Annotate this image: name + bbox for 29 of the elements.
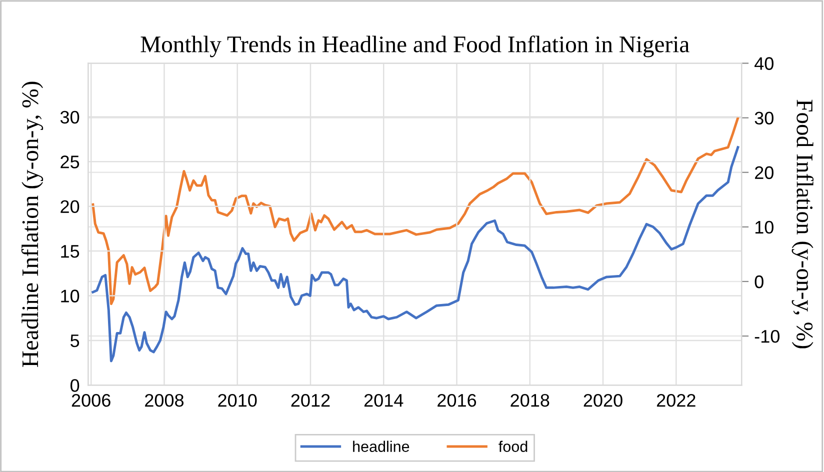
y-tick-label: 5 bbox=[70, 334, 80, 348]
x-tick-label: 2010 bbox=[218, 394, 257, 407]
x-tick-label: 2012 bbox=[291, 394, 330, 407]
y-tick-label: 25 bbox=[60, 156, 80, 168]
y2-tick-label: 20 bbox=[755, 166, 774, 180]
line-series bbox=[92, 116, 740, 306]
x-tick-label: 2018 bbox=[510, 394, 550, 407]
line-series bbox=[92, 146, 740, 362]
y-tick-label: 0 bbox=[70, 379, 80, 392]
y2-axis-title: Food Inflation (y-on-y, %) bbox=[792, 100, 814, 348]
y-tick-label: 20 bbox=[60, 200, 80, 214]
y2-tick-label: 10 bbox=[755, 220, 774, 234]
y2-tick-label: 40 bbox=[754, 57, 774, 70]
x-tick-label: 2016 bbox=[438, 394, 476, 407]
x-tick-label: 2008 bbox=[145, 394, 184, 407]
y2-tick-label: 0 bbox=[754, 275, 764, 288]
x-tick-label: 2014 bbox=[364, 394, 404, 407]
y-tick-label: 10 bbox=[61, 290, 80, 302]
x-tick-label: 2020 bbox=[584, 394, 622, 407]
y2-tick-label: -10 bbox=[754, 330, 780, 343]
legend-label: headline bbox=[353, 440, 410, 452]
chart-title: Monthly Trends in Headline and Food Inflation in Nigeria bbox=[140, 36, 690, 58]
legend-label: food bbox=[498, 440, 528, 452]
x-tick-label: 2006 bbox=[72, 394, 110, 407]
y-axis-title: Headline Inflation (y-on-y, %) bbox=[21, 82, 44, 367]
y2-tick-label: 30 bbox=[754, 112, 774, 125]
y-tick-label: 15 bbox=[61, 245, 80, 258]
y-tick-label: 30 bbox=[60, 110, 80, 124]
x-tick-label: 2022 bbox=[656, 394, 696, 407]
